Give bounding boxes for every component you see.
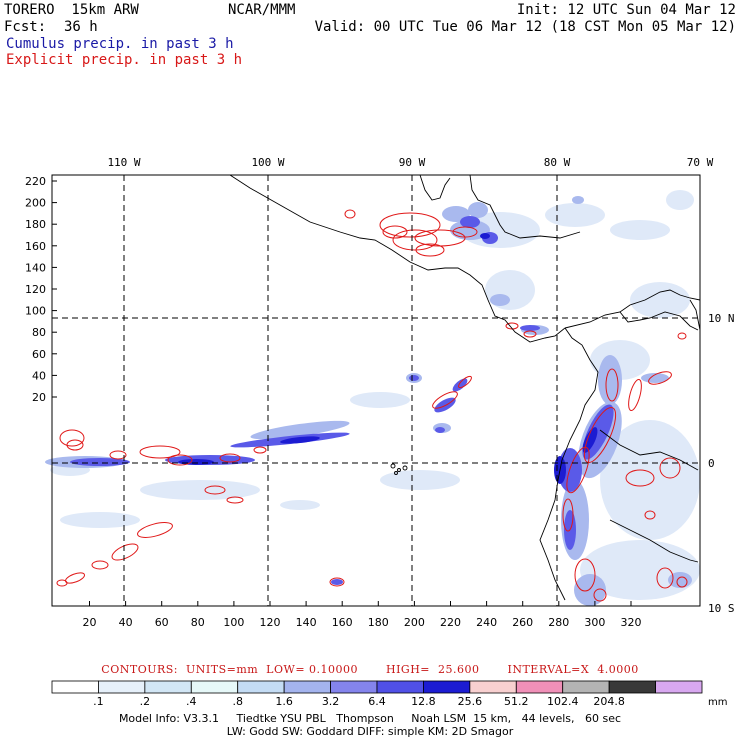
colorbar-label: 1.6	[275, 695, 293, 708]
y-tick-label: 40	[32, 369, 46, 382]
colorbar-swatch	[376, 680, 424, 694]
lat-label-0: 0	[708, 457, 715, 470]
forecast-hour: 36 h	[64, 19, 98, 35]
x-tick-label: 200	[404, 616, 425, 629]
x-tick-label: 40	[119, 616, 133, 629]
cumulus-precip-shading	[45, 190, 700, 606]
colorbar-swatch	[469, 680, 517, 694]
colorbar-label: 204.8	[593, 695, 625, 708]
lat-label-10s: 10 S	[708, 602, 735, 615]
y-tick-label: 60	[32, 348, 46, 361]
model-title: TORERO 15km ARW	[4, 2, 139, 18]
y-tick-label: 140	[25, 261, 46, 274]
lon-label-90w: 90 W	[399, 156, 426, 169]
colorbar-swatch	[51, 680, 99, 694]
y-tick-label: 220	[25, 175, 46, 188]
x-tick-label: 80	[191, 616, 205, 629]
x-tick-label: 120	[260, 616, 281, 629]
x-tick-label: 220	[440, 616, 461, 629]
colorbar-swatch	[190, 680, 239, 694]
colorbar-label: 51.2	[504, 695, 529, 708]
x-tick-label: 160	[332, 616, 353, 629]
colorbar-swatch	[98, 680, 146, 694]
colorbar-swatch	[608, 680, 656, 694]
explicit-field-label: Explicit precip. in past 3 h	[6, 52, 243, 68]
x-tick-label: 320	[621, 616, 642, 629]
contour-info: CONTOURS: UNITS=mm LOW= 0.10000 HIGH= 25…	[101, 663, 639, 676]
y-tick-label: 180	[25, 218, 46, 231]
cumulus-field-label: Cumulus precip. in past 3 h	[6, 36, 234, 52]
model-info-line2: LW: Godd SW: Goddard DIFF: simple KM: 2D…	[226, 725, 514, 738]
x-tick-label: 60	[155, 616, 169, 629]
colorbar-label: .4	[186, 695, 197, 708]
colorbar-swatch	[562, 680, 610, 694]
colorbar-swatch	[283, 680, 331, 694]
colorbar: .1 .2 .4 .8 1.6 3.2 6.4 12.8 25.6 51.2 102.4 204.8 m…	[51, 680, 727, 708]
colorbar-label: 3.2	[322, 695, 340, 708]
colorbar-label: 25.6	[458, 695, 483, 708]
lon-label-110w: 110 W	[107, 156, 140, 169]
y-tick-label: 120	[25, 283, 46, 296]
colorbar-label: 12.8	[411, 695, 436, 708]
x-tick-label: 140	[296, 616, 317, 629]
colorbar-label: .1	[93, 695, 104, 708]
lon-label-70w: 70 W	[687, 156, 714, 169]
forecast-label: Fcst:	[4, 19, 47, 35]
colorbar-label: .8	[232, 695, 243, 708]
x-tick-label: 260	[512, 616, 533, 629]
y-tick-label: 20	[32, 391, 46, 404]
x-tick-label: 240	[476, 616, 497, 629]
x-tick-label: 280	[548, 616, 569, 629]
coastlines	[229, 174, 701, 601]
y-tick-label: 80	[32, 326, 46, 339]
y-tick-label: 200	[25, 197, 46, 210]
x-tick-label: 300	[584, 616, 605, 629]
colorbar-label: 6.4	[368, 695, 386, 708]
init-time: Init: 12 UTC Sun 04 Mar 12	[516, 2, 736, 18]
y-tick-label: 100	[25, 305, 46, 318]
model-info-line1: Model Info: V3.3.1 Tiedtke YSU PBL Thomp…	[118, 712, 622, 725]
valid-time: Valid: 00 UTC Tue 06 Mar 12 (18 CST Mon …	[314, 19, 736, 35]
colorbar-label: .2	[140, 695, 151, 708]
x-tick-label: 180	[368, 616, 389, 629]
lat-label-10n: 10 N	[708, 312, 735, 325]
colorbar-swatch	[655, 680, 703, 694]
explicit-precip-contours	[56, 209, 688, 602]
colorbar-swatch	[237, 680, 285, 694]
graticule	[52, 175, 700, 606]
colorbar-swatch	[330, 680, 378, 694]
y-tick-label: 160	[25, 240, 46, 253]
lon-label-80w: 80 W	[544, 156, 571, 169]
x-tick-label: 20	[83, 616, 97, 629]
lon-label-100w: 100 W	[251, 156, 284, 169]
map-frame	[51, 174, 701, 607]
colorbar-swatch	[144, 680, 192, 694]
colorbar-unit: mm	[708, 697, 727, 708]
colorbar-swatch	[515, 680, 564, 694]
x-tick-label: 100	[223, 616, 244, 629]
colorbar-label: 102.4	[547, 695, 579, 708]
org-label: NCAR/MMM	[228, 2, 296, 18]
colorbar-swatch	[423, 680, 471, 694]
